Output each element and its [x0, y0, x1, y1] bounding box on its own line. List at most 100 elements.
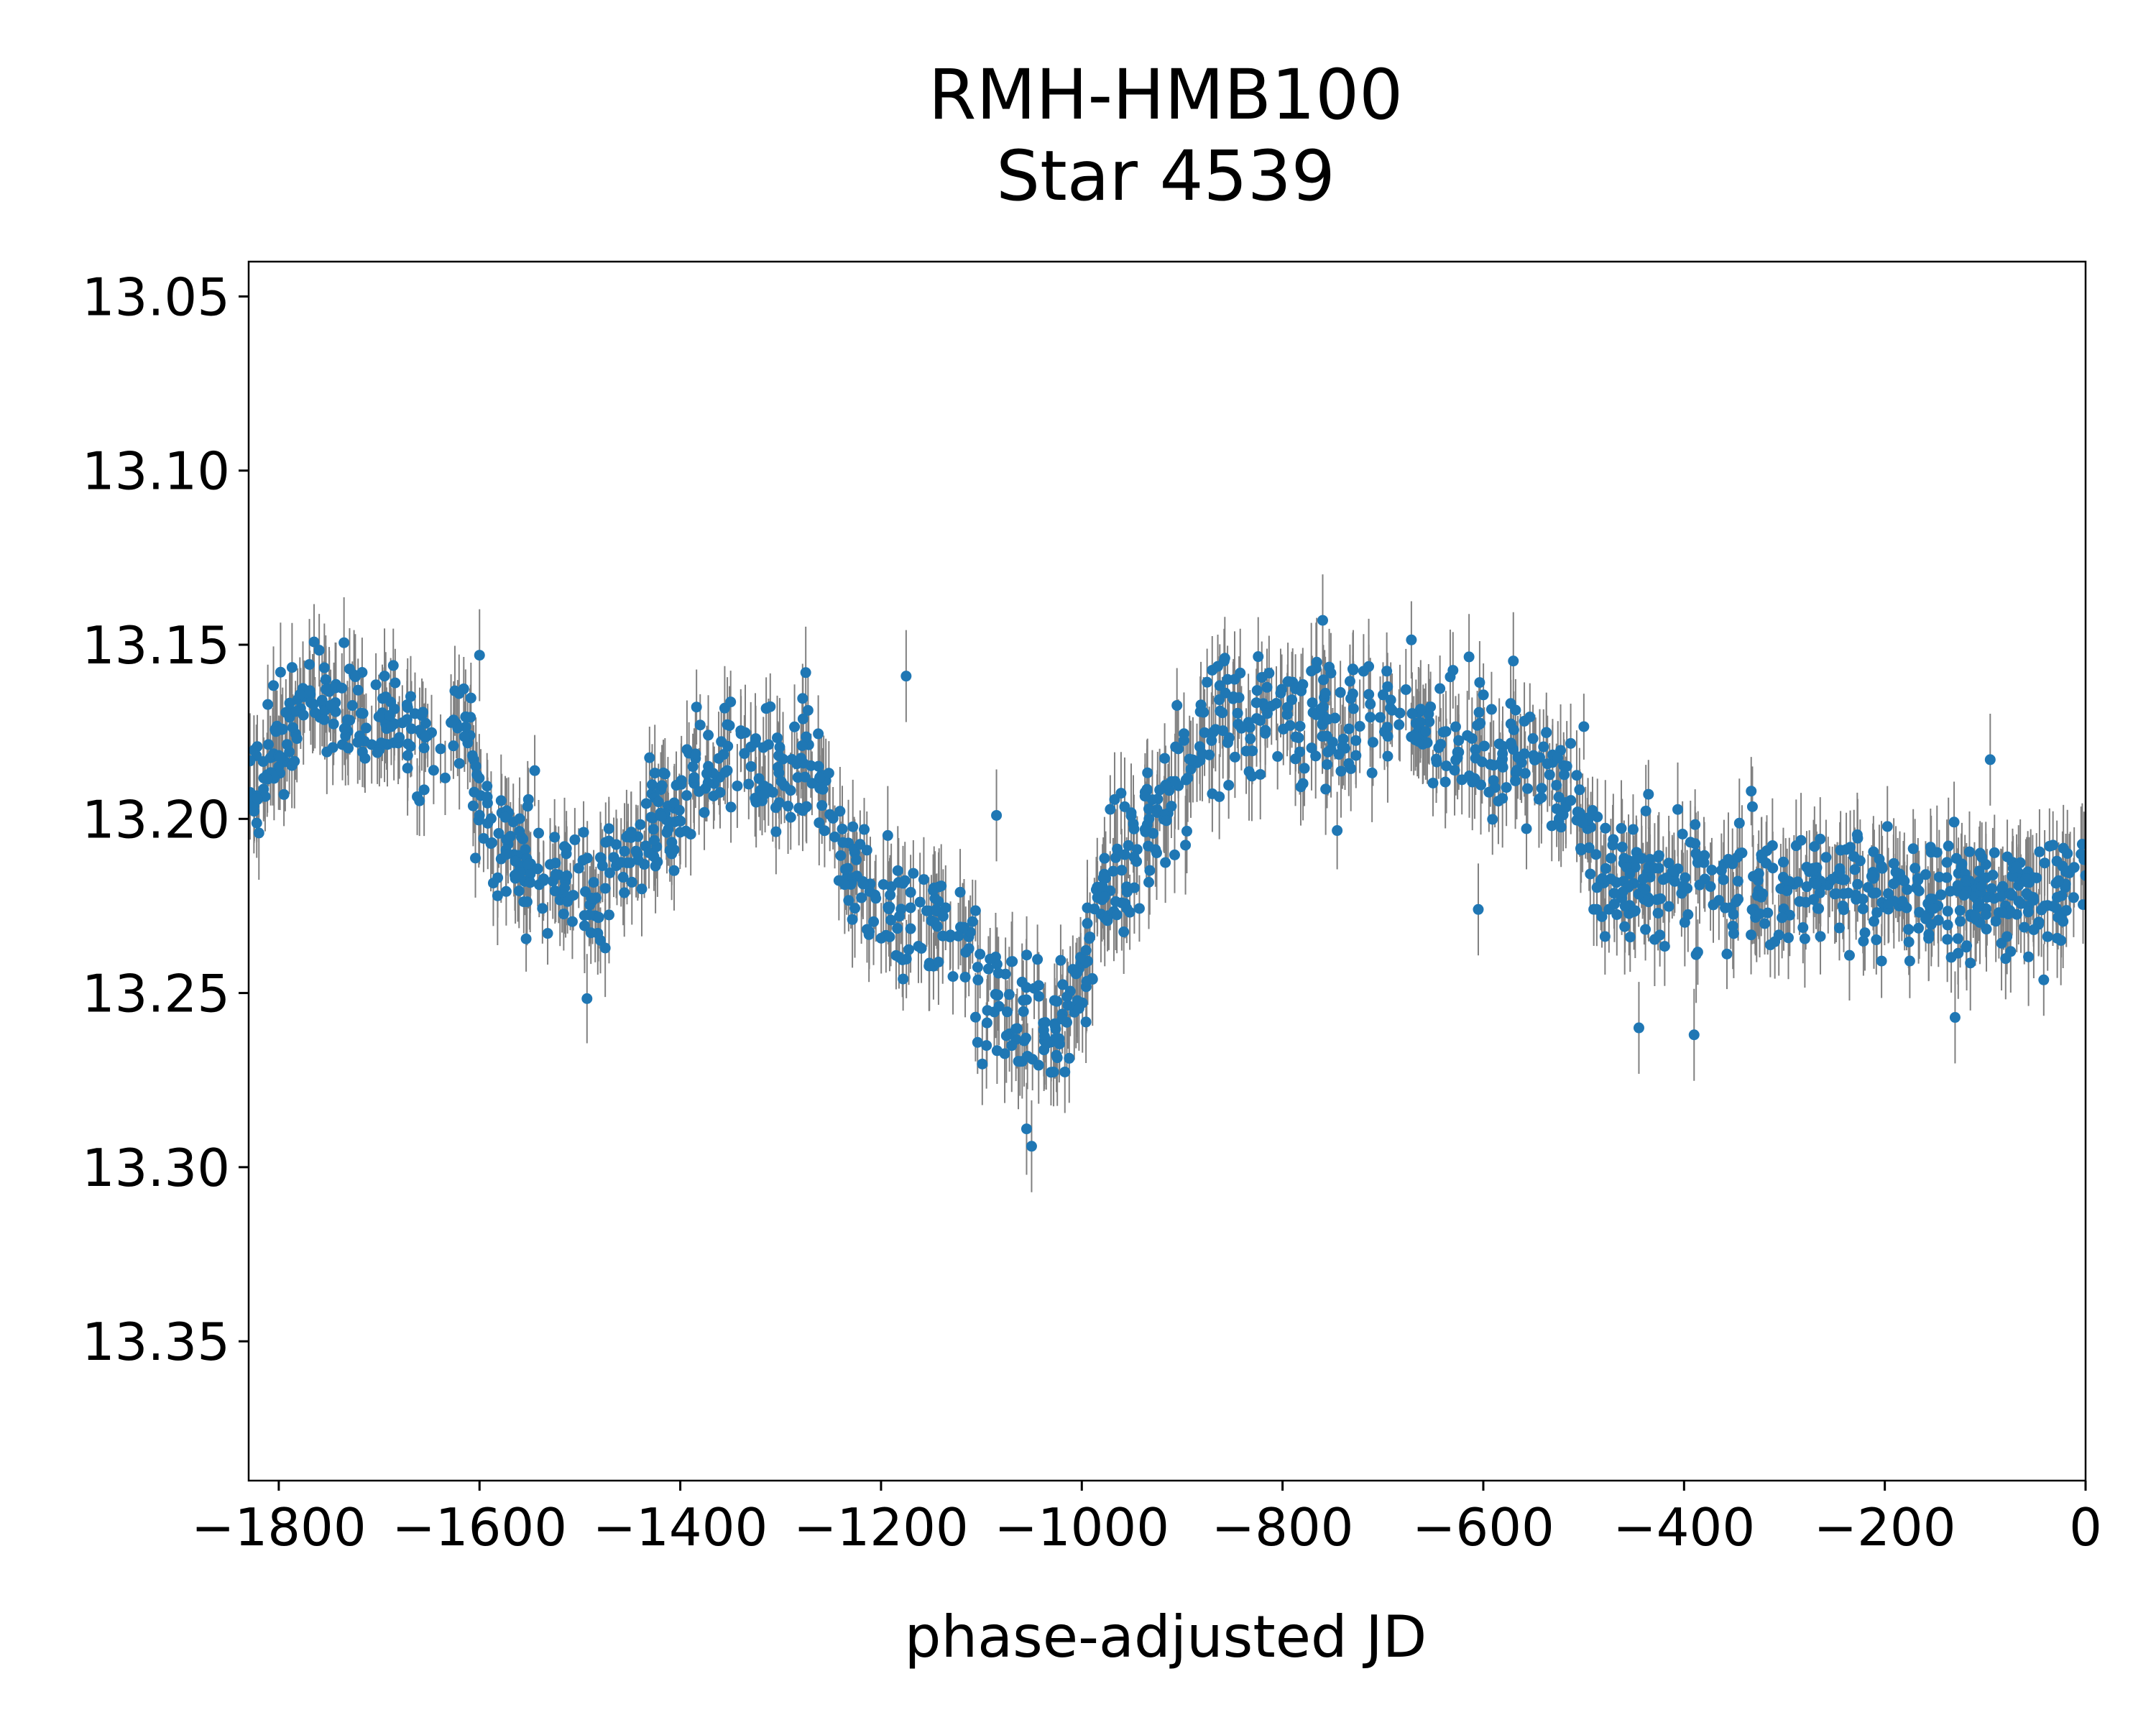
data-point — [1021, 949, 1033, 961]
data-point — [1151, 847, 1162, 859]
data-point — [1064, 1052, 1075, 1064]
data-point — [1000, 1030, 1012, 1041]
data-point — [469, 786, 480, 798]
data-point — [1663, 901, 1674, 912]
data-point — [1382, 681, 1393, 692]
data-point — [1551, 779, 1562, 791]
data-point — [1054, 1033, 1065, 1044]
data-point — [1344, 676, 1355, 687]
data-point — [875, 932, 887, 944]
data-point — [1501, 782, 1512, 794]
data-point — [1619, 901, 1631, 912]
data-point — [1475, 717, 1486, 729]
data-point — [1317, 615, 1328, 626]
data-point — [1119, 849, 1130, 860]
data-point — [1406, 708, 1418, 719]
data-point — [1284, 719, 1296, 731]
data-point — [2078, 854, 2086, 865]
data-point — [1888, 857, 1899, 869]
data-point — [797, 693, 808, 704]
data-point — [1913, 922, 1925, 934]
data-point — [905, 923, 916, 934]
data-point — [851, 854, 862, 865]
data-point — [770, 826, 782, 837]
data-point — [813, 728, 824, 740]
data-point — [835, 850, 847, 861]
data-point — [373, 711, 384, 722]
data-point — [275, 752, 286, 763]
data-point — [525, 877, 536, 888]
data-point — [518, 896, 530, 908]
data-point — [2011, 861, 2022, 873]
data-point — [617, 872, 629, 883]
data-point — [1961, 940, 1973, 952]
data-point — [251, 793, 262, 804]
data-point — [1505, 698, 1516, 709]
data-point — [1061, 991, 1073, 1003]
data-point — [513, 885, 525, 896]
data-point — [1757, 888, 1769, 900]
data-point — [341, 714, 353, 725]
data-point — [397, 717, 408, 729]
data-point — [750, 737, 761, 748]
data-point — [1591, 903, 1603, 915]
data-point — [914, 896, 926, 908]
data-point — [1608, 898, 1620, 910]
data-point — [992, 967, 1004, 979]
data-point — [1102, 915, 1113, 926]
data-point — [1290, 753, 1302, 765]
data-point — [308, 699, 319, 710]
data-point — [1852, 878, 1864, 890]
data-point — [775, 776, 787, 787]
data-point — [1799, 933, 1810, 944]
data-point — [1343, 758, 1355, 769]
data-point — [1317, 702, 1329, 713]
data-point — [991, 1045, 1003, 1057]
data-point — [1433, 742, 1445, 753]
data-point — [691, 702, 702, 713]
data-point — [2060, 905, 2072, 916]
data-point — [514, 813, 525, 824]
data-point — [1366, 767, 1378, 778]
data-point — [533, 827, 545, 839]
data-point — [1014, 1056, 1026, 1067]
data-point — [1072, 967, 1083, 978]
chart-title-line2: Star 4539 — [996, 136, 1335, 216]
data-point — [493, 827, 505, 839]
data-point — [482, 781, 493, 792]
data-point — [1617, 886, 1628, 898]
data-point — [1400, 684, 1411, 695]
data-point — [1519, 768, 1531, 779]
data-point — [514, 826, 525, 837]
data-point — [2000, 953, 2012, 965]
data-point — [725, 696, 737, 708]
data-point — [739, 748, 750, 759]
data-point — [972, 974, 984, 985]
data-point — [1020, 1032, 1031, 1044]
data-point — [585, 927, 596, 939]
data-point — [847, 821, 859, 832]
data-point — [2021, 888, 2032, 899]
data-point — [1473, 707, 1485, 718]
data-point — [1519, 748, 1530, 760]
data-point — [320, 674, 331, 686]
x-tick-label: 0 — [2069, 1497, 2102, 1558]
data-point — [318, 662, 330, 673]
data-point — [1386, 704, 1398, 716]
y-tick-label: 13.35 — [82, 1312, 230, 1372]
data-point — [1214, 791, 1225, 802]
data-point — [1415, 704, 1427, 715]
data-point — [1784, 875, 1795, 887]
data-point — [1759, 918, 1771, 929]
data-point — [1143, 877, 1155, 888]
data-point — [1809, 841, 1820, 852]
data-point — [1544, 769, 1555, 781]
data-point — [842, 862, 854, 874]
data-point — [636, 883, 648, 895]
data-point — [703, 730, 714, 741]
data-point — [868, 916, 880, 927]
data-point — [1160, 857, 1171, 868]
data-point — [975, 949, 986, 960]
data-point — [1450, 721, 1461, 732]
data-point — [1585, 868, 1596, 880]
